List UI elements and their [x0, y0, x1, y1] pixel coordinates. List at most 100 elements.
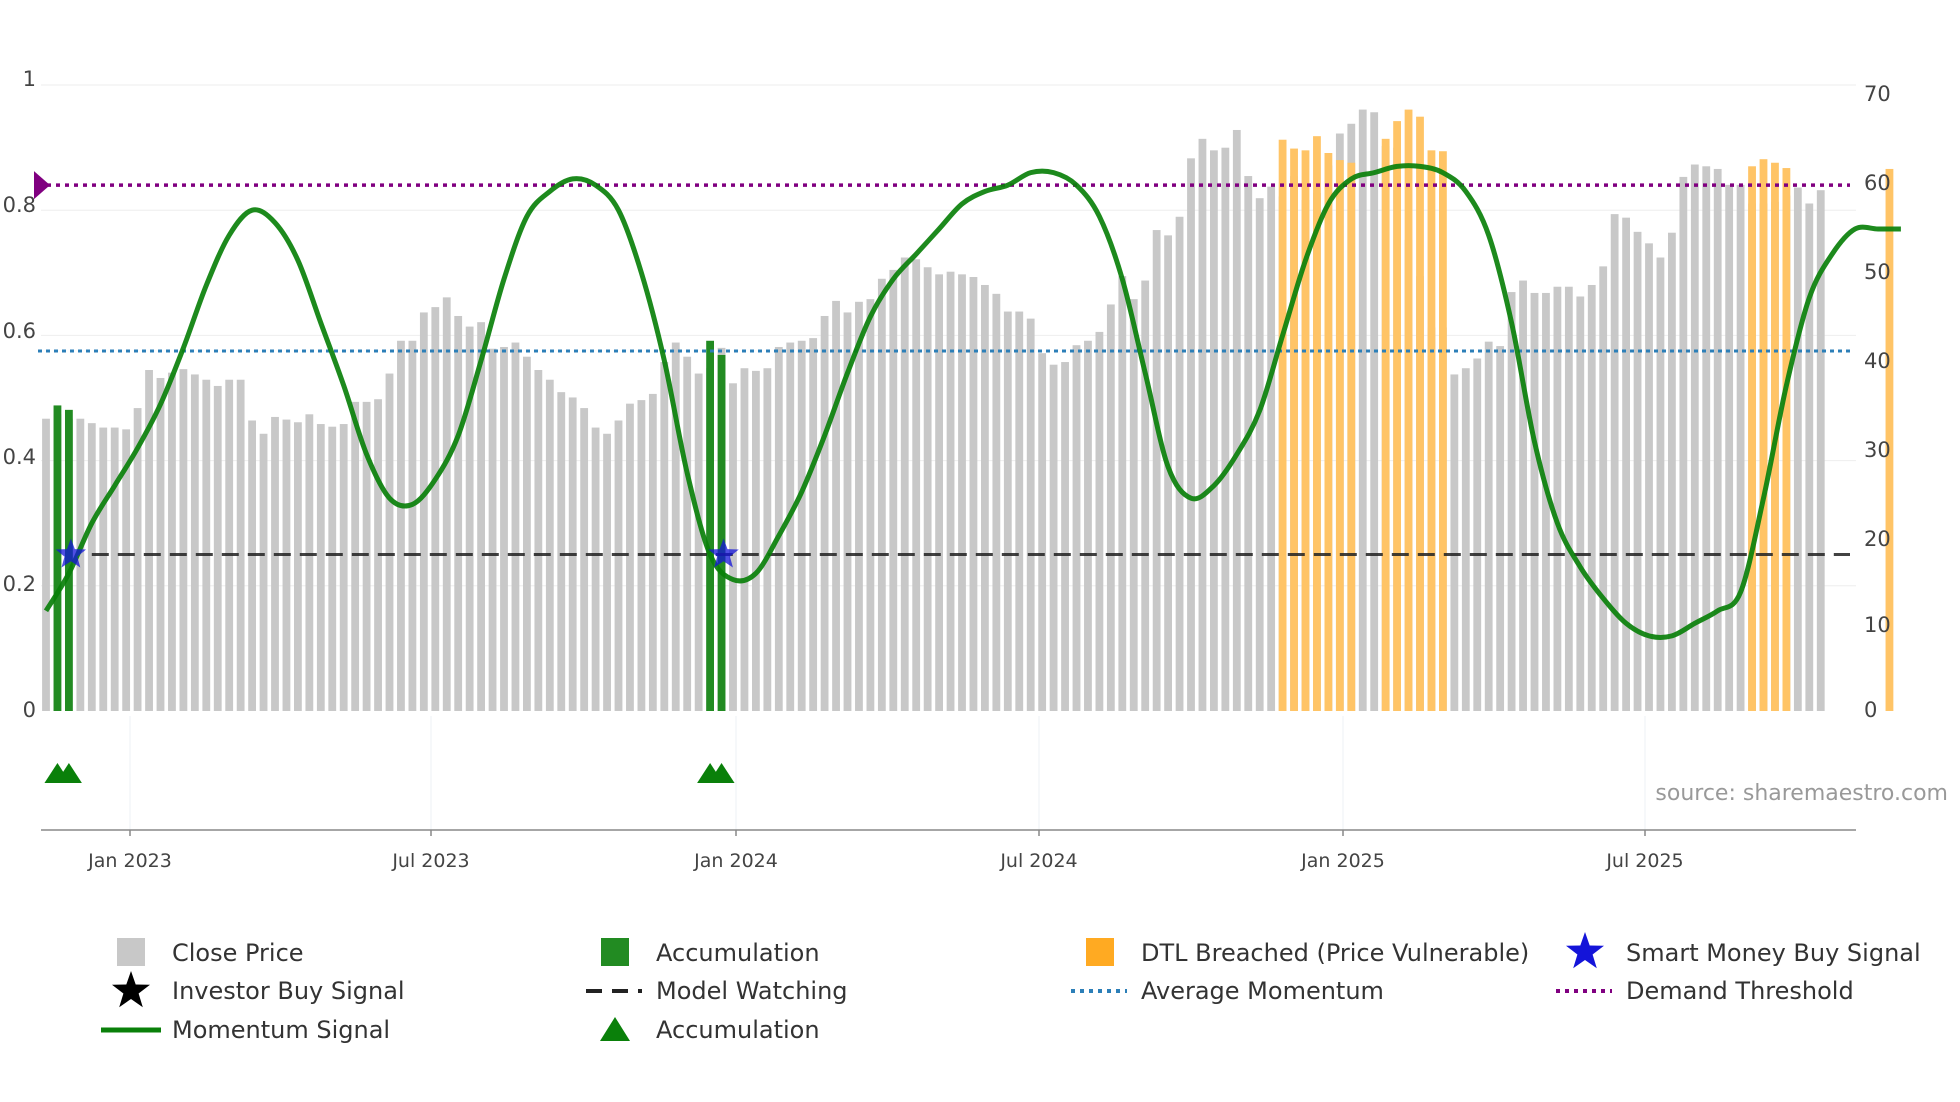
close-price-bar	[557, 392, 566, 711]
legend-accumulation-triangle-icon	[600, 1017, 630, 1041]
legend-investor-buy-star-icon	[112, 971, 150, 1008]
close-price-bar	[545, 379, 554, 711]
close-price-bar	[1232, 129, 1241, 711]
close-price-bar	[935, 274, 943, 711]
x-tick-label: Jul 2023	[391, 850, 469, 872]
close-price-bar	[1049, 364, 1058, 711]
legend-dtl-label: DTL Breached (Price Vulnerable)	[1141, 939, 1529, 967]
close-price-bar	[1473, 358, 1482, 711]
close-price-bar	[1015, 311, 1024, 711]
accumulation-bar	[53, 405, 62, 711]
close-price-bar	[877, 278, 886, 711]
dtl-breached-bar	[1439, 151, 1447, 711]
close-price-bar	[774, 346, 783, 711]
close-price-bar	[958, 274, 966, 711]
close-price-bar	[889, 269, 898, 711]
close-price-bar	[225, 379, 234, 711]
legend-smart-money-label: Smart Money Buy Signal	[1626, 939, 1921, 967]
close-price-bar	[786, 342, 795, 711]
smart-money-buy-star-icon	[55, 538, 87, 568]
close-price-bar	[1690, 164, 1699, 711]
close-price-bar	[431, 307, 440, 711]
close-price-bar	[442, 297, 451, 711]
right-tick-label: 60	[1864, 171, 1891, 195]
close-price-bar	[168, 372, 176, 711]
close-price-bar	[385, 373, 394, 711]
legend-close-price-label: Close Price	[172, 939, 304, 967]
accumulation-bar	[706, 340, 714, 711]
close-price-bar	[42, 418, 50, 711]
close-price-bar	[591, 427, 600, 711]
close-price-bar	[1198, 138, 1207, 712]
close-price-bar	[992, 293, 1001, 711]
close-price-bar	[1370, 112, 1379, 711]
bars-layer	[42, 109, 1894, 712]
accumulation-bar	[717, 354, 726, 711]
close-price-bar	[271, 416, 279, 711]
close-price-bar	[1118, 276, 1127, 711]
legend-dtl-swatch	[1086, 938, 1114, 966]
x-tick-label: Jan 2025	[1300, 850, 1385, 872]
legend: Close Price Accumulation DTL Breached (P…	[101, 932, 1921, 1044]
right-tick-label: 50	[1864, 260, 1891, 284]
close-price-bar	[488, 348, 497, 711]
close-price-bar	[1450, 374, 1459, 711]
close-price-bar	[282, 419, 291, 711]
close-price-bar	[1622, 217, 1630, 711]
close-price-bar	[1129, 299, 1138, 711]
close-price-bar	[1061, 362, 1069, 711]
close-price-bar	[1519, 280, 1527, 711]
dtl-breached-bar	[1381, 138, 1390, 712]
close-price-bar	[202, 379, 211, 711]
close-price-bar	[523, 356, 531, 711]
dtl-breached-bar	[1324, 153, 1333, 711]
close-price-bar	[603, 433, 611, 711]
close-price-bar	[1221, 147, 1230, 711]
close-price-bar	[122, 429, 131, 711]
close-price-bar	[133, 408, 142, 711]
close-price-bar	[1679, 176, 1688, 711]
close-price-bar	[694, 373, 703, 711]
left-tick-label: 0	[23, 698, 36, 722]
close-price-bar	[465, 326, 474, 711]
close-price-bar	[1668, 232, 1676, 711]
x-tick-label: Jul 2024	[999, 850, 1077, 872]
close-price-bar	[1599, 266, 1608, 711]
right-tick-label: 70	[1864, 82, 1891, 106]
close-price-bar	[190, 374, 199, 711]
close-price-bar	[316, 424, 325, 711]
close-price-bar	[912, 259, 921, 711]
close-price-bar	[397, 340, 405, 711]
legend-demand-threshold-label: Demand Threshold	[1626, 977, 1854, 1005]
close-price-bar	[1026, 318, 1035, 711]
close-price-bar	[1187, 158, 1195, 712]
left-tick-label: 0.4	[3, 445, 36, 469]
dtl-breached-bar	[1347, 162, 1356, 711]
close-price-bar	[1152, 230, 1161, 712]
close-price-bar	[797, 340, 806, 711]
dtl-breached-bar	[1335, 160, 1344, 712]
close-price-bar	[99, 427, 108, 711]
close-price-bar	[1610, 214, 1619, 711]
close-price-bar	[683, 356, 692, 711]
close-price-bar	[981, 284, 989, 711]
close-price-bar	[1484, 341, 1493, 711]
close-price-bar	[648, 393, 657, 711]
close-price-bar	[900, 257, 909, 711]
close-price-bar	[923, 267, 932, 711]
demand-threshold-marker-icon	[34, 171, 50, 200]
close-price-bar	[328, 426, 337, 711]
close-price-bar	[1564, 286, 1573, 711]
close-price-bar	[477, 322, 485, 711]
right-tick-label: 0	[1864, 698, 1877, 722]
close-price-bar	[534, 370, 543, 711]
close-price-bar	[76, 418, 85, 711]
right-tick-label: 40	[1864, 349, 1891, 373]
close-price-bar	[832, 300, 840, 711]
close-price-bar	[809, 338, 818, 711]
close-price-bar	[1816, 190, 1825, 711]
close-price-bar	[1095, 331, 1104, 711]
left-tick-label: 1	[23, 67, 36, 91]
left-tick-label: 0.8	[3, 193, 36, 217]
close-price-bar	[236, 379, 245, 711]
